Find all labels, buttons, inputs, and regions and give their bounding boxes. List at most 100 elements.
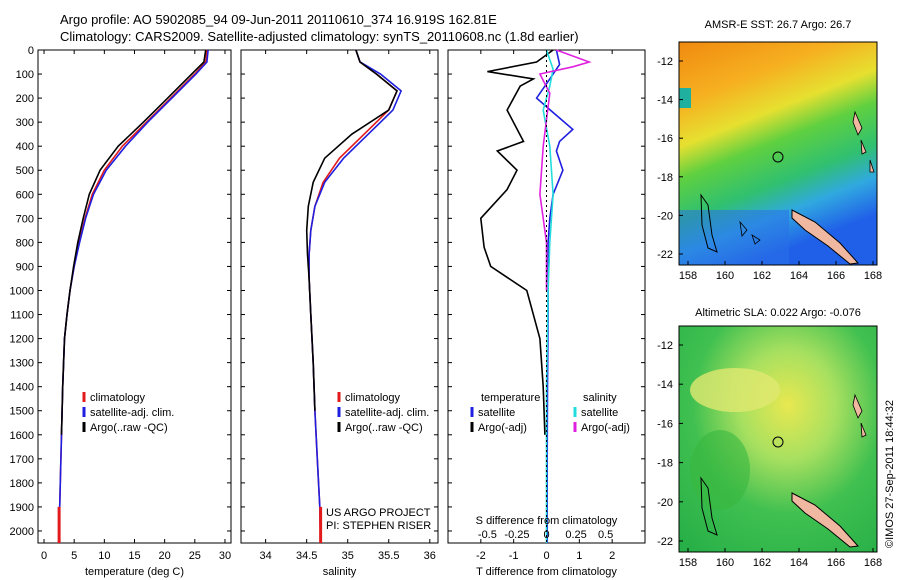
x-tick-label: 2: [609, 550, 615, 562]
legend-label: Argo(..raw -QC): [90, 422, 168, 434]
map-x-tick-label: 158: [679, 557, 697, 569]
y-tick-label: 900: [16, 261, 34, 273]
salinity-panel: 34 34.5 35 35.5 36 salinity climatology satelli…: [240, 49, 439, 578]
legend-label: satellite-adj. clim.: [345, 407, 429, 419]
y-tick-label: 1000: [10, 285, 34, 297]
y-tick-label: 1300: [10, 358, 34, 370]
sst-map-blue-patch: [679, 210, 789, 265]
x-tick-label: 5: [71, 550, 77, 562]
s-tick-label: 0.25: [565, 529, 586, 541]
map-y-tick-label: -20: [657, 497, 673, 509]
sla-map-vanuatu: [852, 393, 867, 438]
x-tick-label: 15: [128, 550, 140, 562]
y-tick-label: 1100: [10, 310, 34, 322]
sla-map-frame: [678, 325, 878, 553]
y-tick-label: 1700: [10, 454, 34, 466]
map-y-tick-label: -16: [657, 418, 673, 430]
footer-credit: ©IMOS 27-Sep-2011 18:44:32: [884, 400, 896, 548]
map-y-tick-label: -22: [657, 536, 673, 548]
map-x-tick-label: 168: [864, 270, 882, 282]
map-y-tick-label: -20: [657, 210, 673, 222]
y-tick-label: 300: [16, 117, 34, 129]
legend-label: Argo(..raw -QC): [345, 422, 423, 434]
series-line-1: [308, 49, 403, 544]
y-tick-label: 1500: [10, 406, 34, 418]
sla-map-low-anomaly: [690, 430, 750, 510]
x-tick-label: 35.5: [378, 550, 399, 562]
sla-map-island-outline: [700, 476, 718, 536]
map-x-tick-label: 164: [790, 270, 808, 282]
map-y-tick-label: -14: [657, 95, 673, 107]
y-tick-label: 1800: [10, 478, 34, 490]
map-x-tick-label: 160: [716, 557, 734, 569]
x-tick-label: -1: [509, 550, 519, 562]
series-line-2: [60, 49, 207, 435]
project-annotation: US ARGO PROJECT: [326, 507, 431, 519]
map-x-tick-label: 166: [827, 557, 845, 569]
x-tick-label: 25: [189, 550, 201, 562]
map-tick-labels: -12 -14 -16 -18 -20 -22 158 160 162 164 166 168 -12 -…: [657, 56, 882, 569]
sst-map-new-caledonia: [791, 209, 860, 265]
s-tick-label: -0.25: [504, 529, 529, 541]
project-annotation: PI: STEPHEN RISER: [326, 520, 431, 532]
difference-profile-xlabel: T difference from climatology: [476, 566, 617, 578]
y-tick-label: 1900: [10, 502, 34, 514]
x-tick-label: 34: [260, 550, 272, 562]
sla-map: Altimetric SLA: 0.022 Argo: -0.076: [678, 307, 878, 553]
map-x-tick-label: 158: [679, 270, 697, 282]
x-tick-label: 10: [98, 550, 110, 562]
x-tick-label: 20: [159, 550, 171, 562]
series-line-2: [305, 49, 398, 411]
map-y-tick-label: -22: [657, 249, 673, 261]
sst-map-loyalty: [739, 220, 761, 245]
x-tick-label: 30: [219, 550, 231, 562]
s-axis-label: S difference from climatology: [476, 515, 618, 527]
figure-title-line2: Climatology: CARS2009. Satellite-adjuste…: [60, 29, 579, 44]
series-line-0: [58, 49, 208, 544]
y-tick-label: 100: [16, 69, 34, 81]
legend-title-temperature: temperature: [481, 392, 540, 404]
sst-map-float-marker: [772, 151, 784, 163]
x-tick-label: -2: [476, 550, 486, 562]
legend-title-salinity: salinity: [583, 392, 617, 404]
series-line-2: [542, 49, 554, 543]
y-tick-label: 700: [16, 213, 34, 225]
series-line-1: [58, 49, 209, 544]
x-tick-label: 34.5: [296, 550, 317, 562]
sla-map-high-anomaly: [690, 368, 780, 412]
x-tick-label: 0: [41, 550, 47, 562]
legend-label: climatology: [345, 392, 401, 404]
map-x-tick-label: 166: [827, 270, 845, 282]
sla-map-float-marker: [772, 436, 784, 448]
map-y-tick-label: -14: [657, 379, 673, 391]
y-tick-label: 2000: [10, 526, 34, 538]
salinity-profile-frame: [240, 49, 439, 544]
sla-map-title: Altimetric SLA: 0.022 Argo: -0.076: [695, 307, 861, 319]
temperature-profile-xlabel: temperature (deg C): [85, 566, 184, 578]
legend-label: satellite-adj. clim.: [90, 407, 174, 419]
y-tick-label: 1600: [10, 430, 34, 442]
sla-map-new-caledonia: [791, 492, 860, 548]
series-line-1: [479, 49, 554, 435]
sst-map-title: AMSR-E SST: 26.7 Argo: 26.7: [705, 19, 852, 31]
x-tick-label: 1: [576, 550, 582, 562]
map-x-tick-label: 162: [753, 557, 771, 569]
x-tick-label: 35: [342, 550, 354, 562]
temperature-profile-frame: [37, 49, 232, 544]
sst-map-frame: [678, 41, 878, 266]
y-tick-label: 0: [28, 45, 34, 57]
y-tick-label: 1400: [10, 382, 34, 394]
legend-label: climatology: [90, 392, 146, 404]
y-tick-label: 1200: [10, 334, 34, 346]
sst-map: AMSR-E SST: 26.7 Argo: 26.7: [678, 19, 878, 266]
figure-title-line1: Argo profile: AO 5902085_94 09-Jun-2011 …: [60, 12, 497, 27]
sst-map-cold-spot: [679, 88, 691, 108]
y-tick-label: 500: [16, 165, 34, 177]
map-x-tick-label: 162: [753, 270, 771, 282]
salinity-profile-xlabel: salinity: [323, 566, 357, 578]
map-y-tick-label: -18: [657, 458, 673, 470]
difference-panel: -2 -1 0 1 2 T difference from climatology -0.5…: [447, 49, 646, 578]
map-x-tick-label: 168: [864, 557, 882, 569]
legend-label: satellite: [581, 407, 618, 419]
